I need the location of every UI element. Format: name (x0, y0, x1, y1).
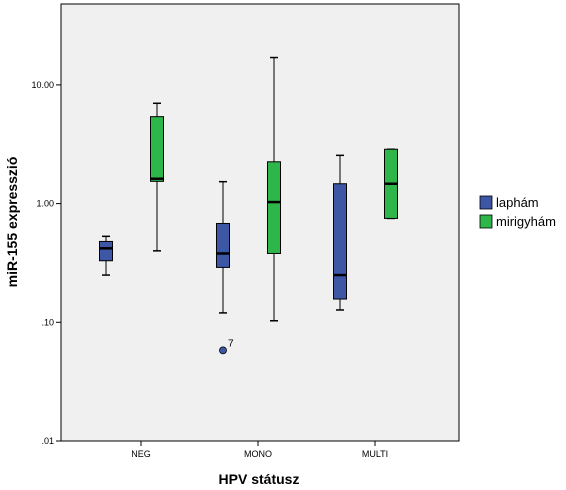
legend-swatch-mirigyhám (479, 214, 493, 229)
box-mirigyhám-NEG (150, 102, 164, 252)
outlier-label: 7 (228, 338, 234, 349)
x-tick-label: MULTI (362, 449, 388, 459)
box-laphám-MONO (216, 180, 230, 314)
y-axis-title: miR-155 expresszió (4, 157, 20, 288)
legend: laphám mirigyhám (479, 195, 556, 229)
y-axis: .01 .10 1.00 10.00 (31, 80, 61, 446)
box-iqr (216, 222, 230, 268)
box-mirigyhám-MULTI (384, 148, 398, 220)
x-tick-label: MONO (244, 449, 272, 459)
legend-label-mirigyhám: mirigyhám (496, 214, 556, 229)
legend-swatch-laphám (479, 195, 493, 210)
box-iqr (99, 240, 113, 262)
y-tick-label: 10.00 (31, 80, 54, 90)
y-tick-label: .01 (41, 436, 54, 446)
box-laphám-NEG (99, 235, 113, 276)
box-series (99, 56, 398, 322)
y-tick-label: 1.00 (36, 199, 54, 209)
x-axis-title: HPV státusz (219, 471, 300, 487)
outlier-point (219, 346, 227, 355)
plot-area (60, 3, 460, 442)
y-tick-label: .10 (41, 317, 54, 327)
box-iqr (267, 161, 281, 254)
box-iqr (150, 116, 164, 182)
outlier-points: 7 (219, 338, 234, 355)
x-axis: NEG MONO MULTI (131, 441, 388, 459)
box-iqr (333, 183, 347, 300)
box-mirigyhám-MONO (267, 56, 281, 322)
legend-label-laphám: laphám (496, 195, 539, 210)
x-tick-label: NEG (131, 449, 151, 459)
box-laphám-MULTI (333, 154, 347, 311)
